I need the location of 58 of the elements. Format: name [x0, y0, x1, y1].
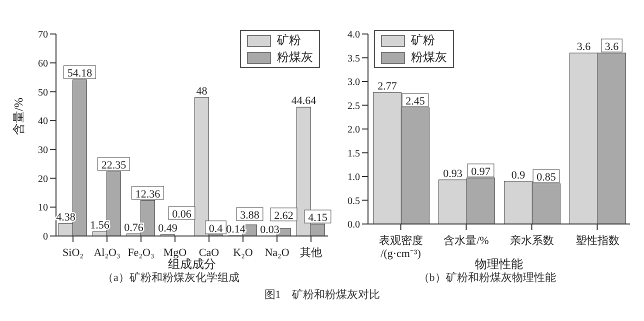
y-tick-label: 20: [38, 174, 48, 185]
legend-label: 粉煤灰: [411, 49, 447, 66]
data-label: 54.18: [67, 68, 93, 80]
x-tick-label: 其他: [300, 246, 322, 259]
y-tick-label: 10: [38, 202, 48, 214]
x-tick-label: CaO: [198, 247, 220, 259]
data-label: 2.77: [378, 80, 398, 92]
data-label: 12.36: [135, 188, 161, 200]
data-label: 48: [196, 85, 208, 98]
data-label: 0.85: [536, 172, 556, 184]
y-tick-label: 50: [38, 87, 48, 98]
y-tick-label: 60: [38, 58, 48, 70]
x-tick-label: Fe₂O₃: [128, 247, 154, 259]
y-tick-label: 1.5: [348, 148, 360, 160]
y-tick-label: 70: [38, 30, 48, 41]
text: （a）矿粉和粉煤灰化学组成: [102, 270, 240, 285]
x-tick-label: 亲水系数: [510, 234, 554, 247]
y-tick-label: 40: [38, 116, 48, 128]
y-tick-label: 3.5: [348, 53, 360, 64]
data-label: 0.4: [208, 222, 224, 235]
x-axis-title: 物理性能: [475, 257, 523, 271]
data-label: 0.06: [172, 208, 192, 221]
data-label: 0.49: [158, 222, 178, 235]
x-tick-label: 含水量/%: [444, 234, 489, 247]
data-label: 0.9: [511, 169, 526, 182]
legend-label: 粉煤灰: [277, 49, 313, 66]
data-label: 0.93: [443, 168, 463, 180]
x-tick-label: Al₂O₃: [94, 247, 120, 259]
text: （b）矿粉和粉煤灰物理性能: [417, 270, 557, 285]
y-tick-label: 0: [43, 232, 48, 243]
data-label: 44.64: [291, 95, 317, 108]
y-tick-label: 2.5: [348, 100, 360, 112]
x-tick-label: MgO: [163, 247, 187, 259]
data-label: 3.6: [604, 41, 620, 53]
y-tick-label: 1.0: [348, 172, 360, 184]
data-label: 4.15: [308, 212, 328, 224]
data-label: 22.35: [101, 160, 127, 172]
x-axis-title: 组成成分: [168, 257, 216, 271]
data-label: 2.45: [406, 96, 426, 108]
y-tick-label: 4.0: [348, 30, 360, 41]
x-tick-label: 塑性指数: [575, 234, 620, 247]
data-label: 0.97: [471, 166, 491, 178]
y-tick-label: 0.0: [348, 220, 360, 231]
x-tick-label: SiO₂: [62, 247, 84, 259]
data-label: 3.88: [240, 210, 260, 222]
data-label: 3.6: [576, 41, 592, 53]
legend-label: 矿粉: [277, 32, 301, 49]
y-tick-label: 0.5: [348, 196, 360, 207]
legend-label: 矿粉: [411, 32, 435, 49]
x-tick-label: K₂O: [233, 247, 253, 259]
x-tick-label: Na₂O: [264, 247, 290, 259]
y-tick-label: 3.0: [348, 77, 360, 88]
x-tick-label: 表观密度 /(g·cm⁻³): [378, 234, 423, 260]
y-tick-label: 30: [38, 144, 48, 156]
caption: 图1 矿粉和粉煤灰对比: [263, 288, 381, 302]
y-tick-label: 2.0: [348, 124, 360, 136]
data-label: 2.62: [274, 210, 294, 222]
y-axis-title: 含量/%: [11, 98, 26, 135]
